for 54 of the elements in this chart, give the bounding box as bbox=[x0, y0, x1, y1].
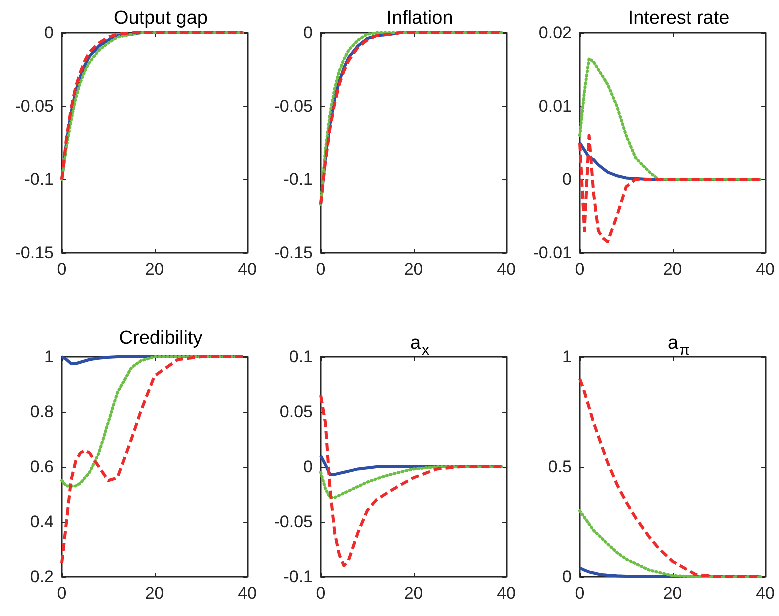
y-tick-label: -0.1 bbox=[284, 568, 313, 586]
x-tick-label: 20 bbox=[663, 584, 682, 603]
y-tick-label: -0.15 bbox=[274, 244, 313, 262]
y-tick-label: 0 bbox=[304, 458, 313, 476]
line-series bbox=[578, 510, 762, 578]
x-tick-label: 40 bbox=[756, 584, 776, 603]
y-tick-label: 0.8 bbox=[30, 402, 54, 422]
y-tick-label: -0.01 bbox=[533, 244, 572, 262]
chart-title: Credibility bbox=[119, 328, 204, 349]
y-tick-label: 0.05 bbox=[280, 402, 313, 422]
x-tick-label: 0 bbox=[57, 260, 67, 279]
y-tick-label: 0 bbox=[562, 568, 572, 586]
y-tick-label: -0.15 bbox=[15, 244, 54, 262]
x-tick-label: 0 bbox=[57, 584, 67, 603]
x-tick-label: 40 bbox=[497, 584, 516, 603]
y-tick-label: 0.2 bbox=[30, 568, 54, 586]
x-tick-label: 0 bbox=[316, 260, 326, 279]
chart-title: Inflation bbox=[386, 8, 454, 29]
y-tick-label: 0.02 bbox=[538, 24, 572, 42]
y-tick-label: -0.05 bbox=[274, 96, 313, 116]
line-series bbox=[320, 394, 504, 568]
y-tick-label: -0.1 bbox=[284, 170, 313, 190]
y-tick-label: -0.1 bbox=[24, 170, 54, 190]
chart-title: Interest rate bbox=[628, 8, 730, 29]
x-tick-label: 0 bbox=[575, 584, 585, 603]
line-series bbox=[578, 134, 762, 244]
chart-title: Output gap bbox=[114, 8, 208, 29]
y-tick-label: 1 bbox=[562, 348, 572, 366]
y-tick-label: -0.05 bbox=[274, 512, 313, 532]
y-tick-label: 0 bbox=[562, 170, 572, 190]
x-tick-label: 0 bbox=[575, 260, 585, 279]
x-tick-label: 20 bbox=[404, 584, 424, 603]
line-series bbox=[578, 57, 762, 182]
x-tick-label: 40 bbox=[238, 260, 258, 279]
line-series bbox=[320, 32, 504, 206]
y-tick-label: 0.01 bbox=[538, 96, 572, 116]
y-tick-label: 0.5 bbox=[548, 458, 572, 476]
y-tick-label: 1 bbox=[44, 348, 54, 366]
x-tick-label: 0 bbox=[316, 584, 326, 603]
x-tick-label: 40 bbox=[238, 584, 258, 603]
x-tick-label: 40 bbox=[756, 260, 776, 279]
x-tick-label: 20 bbox=[145, 584, 164, 603]
y-tick-label: 0.1 bbox=[289, 348, 313, 366]
x-tick-label: 20 bbox=[404, 260, 424, 279]
y-tick-label: 0 bbox=[44, 24, 54, 42]
x-tick-label: 20 bbox=[663, 260, 682, 279]
line-series bbox=[320, 466, 504, 500]
x-tick-label: 40 bbox=[497, 260, 516, 279]
x-tick-label: 20 bbox=[145, 260, 164, 279]
y-tick-label: 0 bbox=[304, 24, 313, 42]
line-series bbox=[60, 356, 244, 565]
y-tick-label: -0.05 bbox=[15, 96, 54, 116]
y-tick-label: 0.6 bbox=[30, 458, 54, 476]
y-tick-label: 0.4 bbox=[30, 512, 54, 532]
